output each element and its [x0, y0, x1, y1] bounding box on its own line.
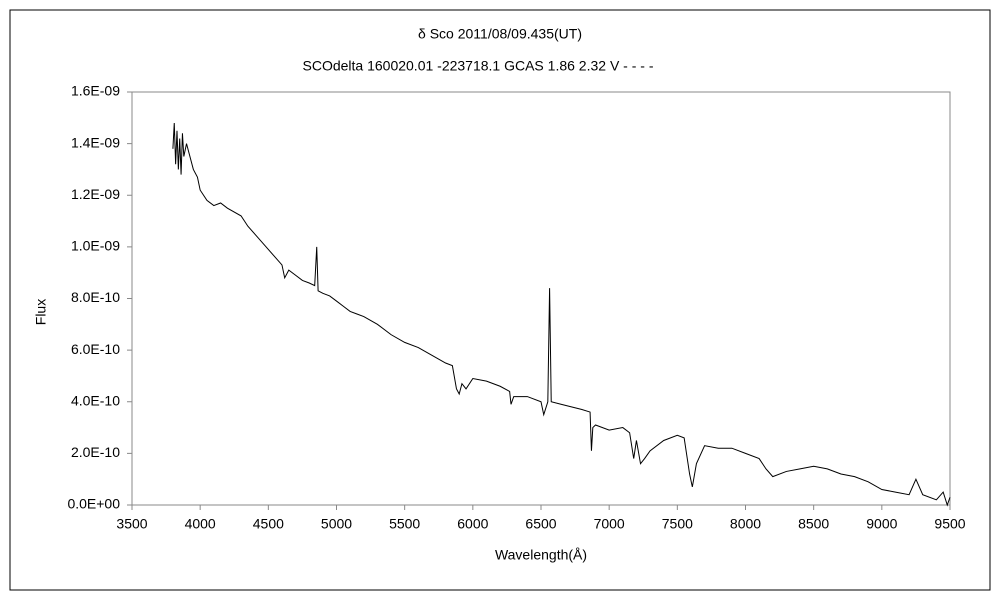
- x-tick-label: 8000: [730, 516, 761, 532]
- y-tick-label: 4.0E-10: [71, 392, 120, 408]
- y-tick-label: 0.0E+00: [67, 496, 120, 512]
- x-axis-label: Wavelength(Å): [495, 547, 587, 563]
- y-tick-label: 1.0E-09: [71, 238, 120, 254]
- chart-subtitle: SCOdelta 160020.01 -223718.1 GCAS 1.86 2…: [303, 58, 654, 74]
- x-tick-label: 5500: [389, 516, 420, 532]
- y-tick-label: 6.0E-10: [71, 341, 120, 357]
- x-tick-label: 7000: [594, 516, 625, 532]
- x-tick-label: 9000: [866, 516, 897, 532]
- x-tick-label: 4500: [253, 516, 284, 532]
- x-tick-label: 3500: [116, 516, 147, 532]
- y-tick-label: 1.4E-09: [71, 134, 120, 150]
- y-tick-label: 8.0E-10: [71, 289, 120, 305]
- x-tick-label: 4000: [185, 516, 216, 532]
- y-tick-label: 2.0E-10: [71, 444, 120, 460]
- spectrum-line: [172, 122, 951, 507]
- x-tick-label: 9500: [934, 516, 965, 532]
- chart-frame: [9, 9, 991, 591]
- x-tick-label: 5000: [321, 516, 352, 532]
- y-tick-label: 1.2E-09: [71, 186, 120, 202]
- y-axis-label: Flux: [33, 299, 49, 325]
- chart-title: δ Sco 2011/08/09.435(UT): [418, 26, 582, 42]
- y-tick-label: 1.6E-09: [71, 83, 120, 99]
- x-tick-label: 8500: [798, 516, 829, 532]
- x-tick-label: 6000: [457, 516, 488, 532]
- x-tick-label: 6500: [525, 516, 556, 532]
- x-tick-label: 7500: [662, 516, 693, 532]
